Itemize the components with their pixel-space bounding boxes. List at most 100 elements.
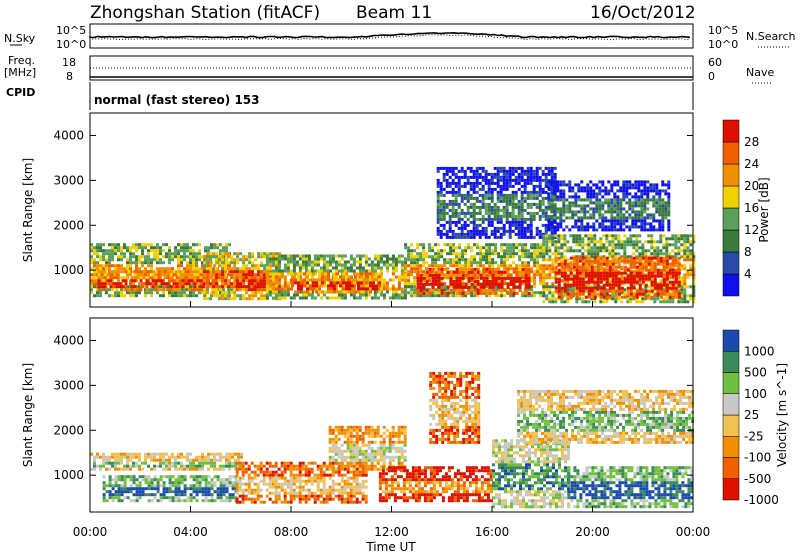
heat-cell [575, 271, 579, 275]
heat-cell [451, 235, 455, 239]
heat-cell [230, 282, 234, 286]
heat-cell [159, 294, 162, 298]
heat-cell [361, 293, 365, 297]
heat-cell [553, 219, 557, 223]
heat-cell [490, 187, 494, 191]
heat-cell [520, 190, 524, 194]
heat-cell [132, 252, 135, 256]
heat-cell [319, 257, 323, 261]
heat-cell [647, 249, 651, 253]
heat-cell [589, 213, 593, 217]
heat-cell [560, 258, 564, 262]
heat-cell [550, 201, 554, 205]
heat-cell [97, 273, 101, 277]
heat-cell [598, 216, 602, 220]
heat-cell [577, 216, 581, 220]
heat-cell [147, 252, 150, 256]
heat-cell [404, 273, 408, 277]
heat-cell [548, 273, 552, 277]
heat-cell [632, 256, 636, 260]
heat-cell [592, 210, 596, 214]
heat-cell [665, 297, 669, 301]
heat-cell [584, 234, 588, 238]
heat-cell [553, 192, 557, 196]
heat-cell [247, 282, 251, 286]
heat-cell [560, 255, 564, 259]
heat-cell [458, 255, 462, 259]
heat-cell [475, 232, 479, 236]
heat-cell [578, 268, 582, 272]
heat-cell [245, 297, 249, 301]
heat-cell [448, 223, 452, 227]
heat-cell [502, 166, 506, 170]
heat-cell [147, 273, 150, 277]
heat-cell [443, 261, 447, 265]
heat-cell [443, 294, 447, 298]
heat-cell [607, 180, 611, 184]
heat-cell [515, 273, 519, 277]
heat-cell [491, 279, 495, 283]
heat-cell [199, 276, 203, 280]
heat-cell [647, 256, 651, 260]
heat-cell [174, 249, 177, 253]
heat-cell [514, 205, 518, 209]
heat-cell [440, 249, 444, 253]
heat-cell [668, 271, 672, 275]
heat-cell [611, 234, 615, 238]
heat-cell [635, 249, 639, 253]
heat-cell [538, 178, 542, 182]
heat-cell [659, 279, 663, 283]
heat-cell [436, 217, 440, 221]
heat-cell [451, 187, 455, 191]
heat-cell [532, 184, 536, 188]
heat-cell [550, 216, 554, 220]
heat-cell [692, 279, 696, 283]
heat-cell [524, 273, 528, 277]
heat-cell [470, 276, 474, 280]
heat-cell [632, 265, 636, 269]
heat-cell [265, 278, 269, 282]
heat-cell [473, 273, 477, 277]
heat-cell [265, 275, 269, 279]
heat-cell [515, 270, 519, 274]
heat-cell [315, 290, 318, 294]
heat-cell [442, 199, 446, 203]
heat-cell [517, 235, 521, 239]
heat-cell [286, 257, 290, 261]
heat-cell [109, 270, 113, 274]
heat-cell [260, 252, 264, 256]
heat-cell [686, 285, 690, 289]
heat-cell [221, 252, 225, 256]
heat-cell [485, 291, 489, 295]
heat-cell [219, 288, 222, 292]
heat-cell [524, 276, 528, 280]
heat-cell [312, 287, 315, 291]
heat-cell [300, 272, 303, 276]
heat-cell [619, 219, 623, 223]
heat-cell [181, 285, 185, 289]
heat-cell [488, 294, 492, 298]
heat-cell [129, 252, 132, 256]
heat-cell [337, 278, 341, 282]
heat-cell [416, 261, 420, 265]
heat-cell [659, 289, 663, 293]
heat-cell [566, 240, 570, 244]
heat-cell [274, 266, 278, 270]
heat-cell [569, 277, 573, 281]
heat-cell [463, 214, 467, 218]
heat-cell [472, 223, 476, 227]
heat-cell [532, 211, 536, 215]
heat-cell [319, 296, 323, 300]
heat-cell [524, 243, 528, 247]
heat-cell [592, 225, 596, 229]
heat-cell [496, 211, 500, 215]
heat-cell [550, 193, 554, 197]
heat-cell [574, 192, 578, 196]
heat-cell [487, 235, 491, 239]
heat-cell [250, 279, 254, 283]
heat-cell [562, 201, 566, 205]
heat-cell [446, 285, 450, 289]
heat-cell [199, 288, 203, 292]
heat-cell [449, 258, 453, 262]
heat-cell [556, 186, 560, 190]
